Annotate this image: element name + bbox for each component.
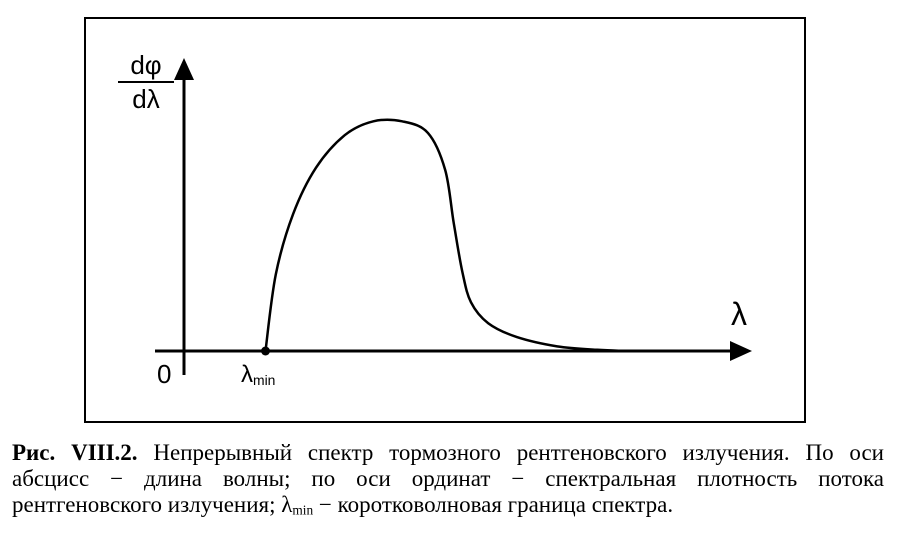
lambda-min-subscript: min xyxy=(253,371,276,388)
y-axis-arrow xyxy=(174,58,194,80)
lambda-min-symbol: λ xyxy=(241,361,253,388)
lambda-min-label: λmin xyxy=(241,363,275,388)
y-axis-label-numerator: dφ xyxy=(118,52,174,83)
figure-caption: Рис. VIII.2. Непрерывный спектр тормозно… xyxy=(12,440,884,524)
origin-label: 0 xyxy=(157,359,172,389)
caption-text-before: Непрерывный спектр тормозного рентгеновс… xyxy=(12,440,884,517)
spectrum-curve xyxy=(264,118,628,353)
caption-text-after: − коротковолновая граница спектра. xyxy=(318,492,674,517)
y-axis-label-denominator: dλ xyxy=(132,84,160,114)
caption-symbol-subscript: min xyxy=(292,502,314,518)
y-axis-label: dφ dλ xyxy=(118,52,174,112)
x-axis-label: λ xyxy=(731,296,747,332)
caption-symbol: λ xyxy=(281,492,293,517)
x-axis-arrow xyxy=(730,341,752,361)
lambda-min-point xyxy=(261,346,271,356)
figure-number: Рис. VIII.2. xyxy=(12,440,138,465)
figure-frame xyxy=(84,17,806,423)
